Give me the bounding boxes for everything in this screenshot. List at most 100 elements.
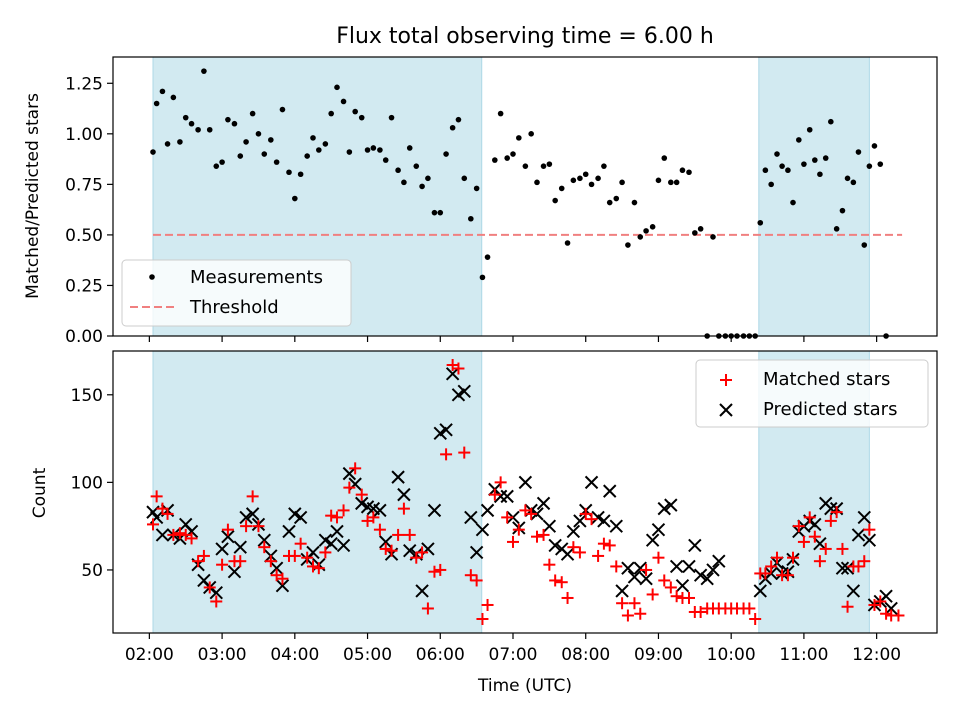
matched-point bbox=[488, 488, 501, 501]
predicted-point bbox=[518, 475, 533, 490]
matched-point bbox=[301, 551, 314, 564]
matched-point bbox=[585, 513, 598, 526]
predicted-point bbox=[682, 559, 696, 574]
x-axis-label: Time (UTC) bbox=[477, 676, 572, 696]
matched-point bbox=[379, 542, 392, 555]
matched-point bbox=[307, 560, 319, 573]
predicted-point bbox=[633, 561, 647, 575]
matched-point bbox=[683, 591, 695, 604]
predicted-point bbox=[536, 496, 551, 511]
measurement-point bbox=[552, 197, 558, 204]
measurement-point bbox=[468, 215, 474, 222]
measurement-point bbox=[649, 224, 656, 230]
predicted-point bbox=[664, 498, 678, 512]
predicted-point bbox=[275, 579, 290, 593]
measurement-point bbox=[292, 195, 298, 202]
measurement-point bbox=[606, 199, 613, 206]
legend-predicted-marker bbox=[719, 403, 733, 417]
measurement-point bbox=[237, 153, 244, 159]
x-tick-label: 11:00 bbox=[779, 645, 828, 665]
predicted-point bbox=[879, 589, 893, 603]
top-legend-box bbox=[121, 259, 352, 327]
measurement-point bbox=[443, 151, 449, 157]
matched-point bbox=[258, 541, 271, 554]
measurement-point bbox=[213, 163, 220, 169]
measurement-point bbox=[577, 175, 583, 182]
matched-point bbox=[192, 555, 205, 568]
predicted-point bbox=[566, 524, 581, 539]
measurement-point bbox=[631, 199, 638, 206]
measurement-point bbox=[812, 157, 818, 163]
predicted-point bbox=[627, 570, 642, 584]
measurement-point bbox=[564, 240, 571, 246]
predicted-point bbox=[835, 561, 850, 575]
matched-point bbox=[392, 528, 405, 541]
matched-point bbox=[156, 502, 169, 515]
bottom-x-axis: 02:00 03:00 04:00 05:00 06:00 07:00 08:00 09:00… bbox=[125, 633, 901, 665]
y-tick-label: 1.00 bbox=[65, 125, 103, 145]
matched-point bbox=[252, 520, 265, 533]
matched-point bbox=[743, 602, 756, 615]
matched-point bbox=[836, 542, 849, 555]
matched-point bbox=[428, 565, 441, 578]
bottom-y-axis-label: Count bbox=[30, 467, 50, 518]
measurement-point bbox=[328, 110, 334, 117]
predicted-point bbox=[597, 514, 611, 528]
predicted-point bbox=[445, 367, 460, 381]
measurement-point bbox=[316, 147, 322, 153]
predicted-point bbox=[603, 484, 617, 498]
measurement-point bbox=[170, 94, 177, 101]
predicted-point bbox=[846, 584, 861, 598]
measurement-point bbox=[855, 149, 862, 155]
measurement-point bbox=[401, 179, 407, 186]
measurement-point bbox=[516, 135, 522, 141]
predicted-point bbox=[884, 601, 898, 616]
predicted-point bbox=[493, 489, 508, 504]
measurement-points bbox=[150, 68, 889, 339]
matched-point bbox=[863, 523, 876, 536]
matched-point bbox=[640, 563, 653, 576]
matched-point bbox=[203, 581, 216, 594]
matched-point bbox=[628, 597, 641, 610]
predicted-point bbox=[215, 542, 229, 556]
legend-matched-marker bbox=[720, 374, 732, 386]
measurement-point bbox=[844, 175, 851, 182]
matched-point bbox=[787, 551, 799, 564]
matched-point bbox=[841, 600, 854, 613]
y-tick-label: 0.75 bbox=[65, 175, 103, 195]
measurement-point bbox=[455, 116, 462, 123]
measurement-point bbox=[655, 177, 662, 184]
measurement-point bbox=[431, 209, 438, 216]
predicted-point bbox=[391, 470, 405, 484]
legend-predicted-label: Predicted stars bbox=[763, 399, 897, 420]
matched-point bbox=[597, 537, 610, 550]
matched-point bbox=[210, 595, 223, 608]
predicted-point bbox=[560, 547, 575, 561]
matched-point bbox=[276, 572, 289, 585]
measurement-point bbox=[395, 167, 401, 174]
measurement-point bbox=[492, 157, 498, 163]
measurement-point bbox=[340, 98, 347, 105]
matched-point bbox=[664, 581, 677, 594]
predicted-point bbox=[693, 568, 708, 582]
measurement-point bbox=[613, 195, 620, 202]
measurement-point bbox=[822, 155, 829, 161]
matched-point bbox=[403, 528, 416, 541]
matched-point bbox=[781, 569, 794, 582]
bottom-axes-frame bbox=[112, 350, 938, 634]
measurement-point bbox=[801, 161, 807, 167]
measurement-point bbox=[358, 114, 365, 121]
predicted-point bbox=[324, 536, 338, 551]
predicted-point bbox=[700, 571, 714, 586]
measurement-point bbox=[588, 181, 595, 188]
predicted-point bbox=[239, 510, 253, 525]
measurement-point bbox=[153, 100, 160, 107]
measurement-point bbox=[225, 116, 231, 123]
matched-point bbox=[555, 576, 568, 589]
matched-point bbox=[150, 490, 163, 503]
predicted-point bbox=[155, 528, 170, 542]
matched-point bbox=[803, 511, 816, 524]
measurement-point bbox=[406, 145, 413, 151]
measurement-point bbox=[286, 169, 292, 176]
measurement-point bbox=[779, 163, 785, 169]
